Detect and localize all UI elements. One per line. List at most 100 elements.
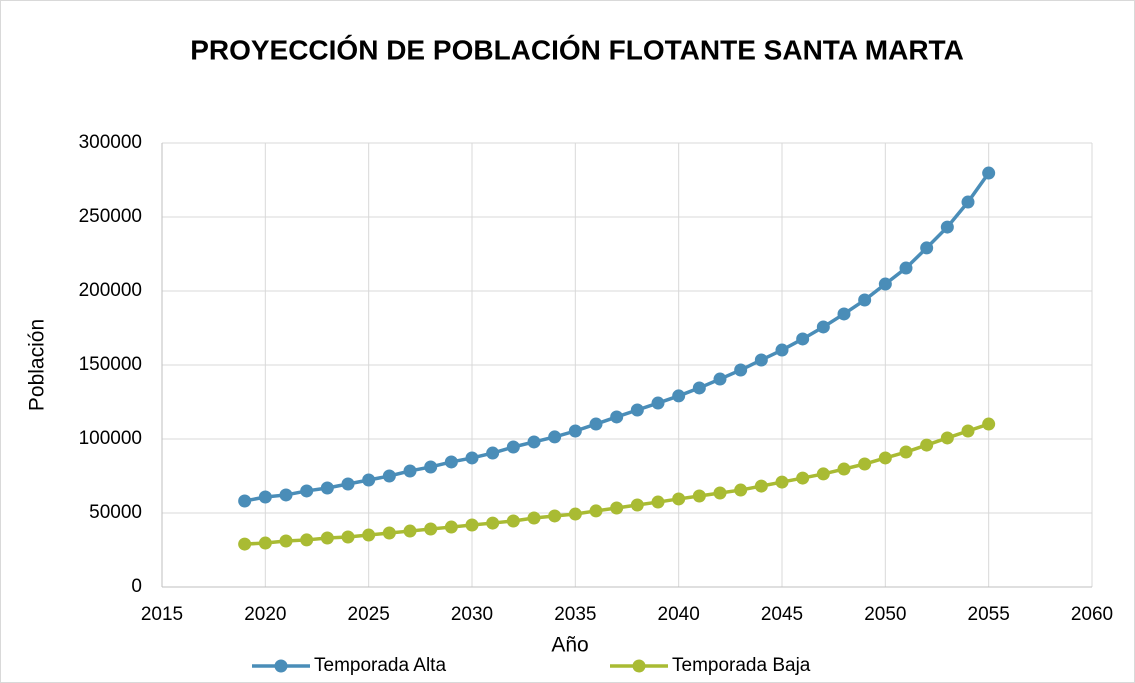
x-tick-label: 2050 — [864, 604, 906, 625]
data-point — [837, 307, 851, 321]
legend-marker — [632, 659, 646, 673]
data-point — [465, 518, 479, 532]
data-point — [403, 524, 417, 538]
data-point — [796, 471, 810, 485]
data-point — [713, 372, 727, 386]
data-point — [279, 488, 293, 502]
data-point — [920, 241, 934, 255]
data-point — [920, 438, 934, 452]
x-tick-label: 2035 — [554, 604, 596, 625]
data-point — [300, 484, 314, 498]
x-tick-label: 2030 — [451, 604, 493, 625]
data-point — [258, 490, 272, 504]
data-point — [754, 479, 768, 493]
data-point — [424, 460, 438, 474]
data-point — [899, 261, 913, 275]
data-point — [320, 481, 334, 495]
data-point — [816, 320, 830, 334]
y-axis-label: Población — [26, 319, 49, 411]
data-point — [630, 403, 644, 417]
data-point — [692, 381, 706, 395]
x-tick-label: 2055 — [968, 604, 1010, 625]
data-point — [382, 526, 396, 540]
data-point — [816, 467, 830, 481]
data-point — [341, 477, 355, 491]
data-point — [692, 489, 706, 503]
y-tick-label: 100000 — [79, 428, 142, 449]
y-tick-label: 250000 — [79, 206, 142, 227]
data-point — [444, 455, 458, 469]
data-point — [527, 511, 541, 525]
data-point — [734, 483, 748, 497]
data-point — [568, 424, 582, 438]
y-tick-label: 150000 — [79, 354, 142, 375]
data-point — [362, 528, 376, 542]
data-point — [424, 522, 438, 536]
data-point — [589, 504, 603, 518]
data-point — [238, 537, 252, 551]
data-point — [279, 534, 293, 548]
legend-marker — [274, 659, 288, 673]
data-point — [548, 430, 562, 444]
data-point — [672, 389, 686, 403]
legend-label: Temporada Alta — [314, 655, 446, 676]
data-point — [630, 498, 644, 512]
chart-title: PROYECCIÓN DE POBLACIÓN FLOTANTE SANTA M… — [190, 34, 964, 65]
legend-label: Temporada Baja — [672, 655, 811, 676]
data-point — [713, 486, 727, 500]
data-point — [465, 451, 479, 465]
data-point — [775, 475, 789, 489]
data-point — [610, 410, 624, 424]
data-point — [899, 445, 913, 459]
y-tick-label: 200000 — [79, 280, 142, 301]
data-point — [486, 446, 500, 460]
data-point — [486, 516, 500, 530]
data-point — [362, 473, 376, 487]
data-point — [403, 464, 417, 478]
data-point — [341, 530, 355, 544]
data-point — [754, 353, 768, 367]
x-tick-label: 2020 — [244, 604, 286, 625]
data-point — [651, 495, 665, 509]
data-point — [961, 195, 975, 209]
data-point — [982, 417, 996, 431]
data-point — [527, 435, 541, 449]
data-point — [506, 440, 520, 454]
data-point — [878, 277, 892, 291]
x-axis-label: Año — [551, 634, 588, 657]
data-point — [982, 166, 996, 180]
data-point — [320, 531, 334, 545]
data-point — [651, 396, 665, 410]
data-point — [940, 220, 954, 234]
data-point — [672, 492, 686, 506]
data-point — [837, 462, 851, 476]
data-point — [940, 431, 954, 445]
x-tick-label: 2025 — [348, 604, 390, 625]
data-point — [506, 514, 520, 528]
y-tick-label: 50000 — [89, 502, 142, 523]
data-point — [589, 417, 603, 431]
data-point — [382, 469, 396, 483]
x-tick-label: 2015 — [141, 604, 183, 625]
data-point — [300, 533, 314, 547]
x-tick-label: 2045 — [761, 604, 803, 625]
data-point — [568, 507, 582, 521]
data-point — [734, 363, 748, 377]
data-point — [878, 451, 892, 465]
data-point — [610, 501, 624, 515]
data-point — [961, 424, 975, 438]
data-point — [548, 509, 562, 523]
data-point — [858, 293, 872, 307]
y-tick-label: 300000 — [79, 132, 142, 153]
data-point — [858, 457, 872, 471]
x-tick-label: 2060 — [1071, 604, 1113, 625]
data-point — [258, 536, 272, 550]
data-point — [444, 520, 458, 534]
y-tick-label: 0 — [131, 576, 142, 597]
data-point — [238, 494, 252, 508]
x-tick-label: 2040 — [658, 604, 700, 625]
data-point — [775, 343, 789, 357]
